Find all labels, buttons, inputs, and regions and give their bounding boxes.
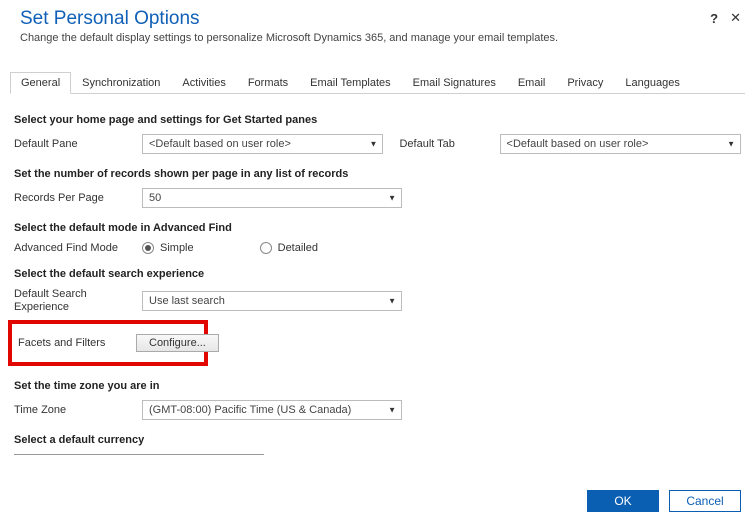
dialog-footer: OK Cancel	[587, 490, 741, 512]
select-default-tab-value: <Default based on user role>	[507, 138, 649, 150]
dialog-header: Set Personal Options Change the default …	[0, 0, 755, 52]
help-icon[interactable]: ?	[710, 11, 718, 26]
tab-email-templates[interactable]: Email Templates	[299, 72, 402, 93]
tab-languages[interactable]: Languages	[614, 72, 690, 93]
section-currency-title: Select a default currency	[14, 434, 741, 446]
tabs-bar: General Synchronization Activities Forma…	[10, 72, 745, 94]
section-records-title: Set the number of records shown per page…	[14, 168, 741, 180]
close-icon[interactable]: ✕	[730, 10, 741, 26]
label-search-exp: Default Search Experience	[14, 288, 134, 314]
section-advfind-title: Select the default mode in Advanced Find	[14, 222, 741, 234]
select-search-exp-value: Use last search	[149, 295, 225, 307]
tab-email[interactable]: Email	[507, 72, 557, 93]
select-default-pane[interactable]: <Default based on user role>	[142, 134, 383, 154]
row-facets: Facets and Filters Configure...	[18, 334, 198, 352]
radio-group-advfind: Simple Detailed	[142, 242, 378, 254]
tab-email-signatures[interactable]: Email Signatures	[402, 72, 507, 93]
configure-button[interactable]: Configure...	[136, 334, 219, 352]
select-records[interactable]: 50	[142, 188, 402, 208]
select-tz-value: (GMT-08:00) Pacific Time (US & Canada)	[149, 404, 351, 416]
label-default-tab: Default Tab	[399, 138, 491, 150]
radio-simple[interactable]	[142, 242, 154, 254]
label-records: Records Per Page	[14, 192, 134, 204]
tab-activities[interactable]: Activities	[171, 72, 236, 93]
section-search-title: Select the default search experience	[14, 268, 741, 280]
section-tz-title: Set the time zone you are in	[14, 380, 741, 392]
label-default-pane: Default Pane	[14, 138, 134, 150]
header-icons: ? ✕	[710, 10, 741, 26]
dialog-subtitle: Change the default display settings to p…	[20, 32, 735, 44]
row-records: Records Per Page 50	[14, 188, 741, 208]
label-tz: Time Zone	[14, 404, 134, 416]
radio-detailed-label: Detailed	[278, 242, 318, 254]
tab-formats[interactable]: Formats	[237, 72, 299, 93]
cancel-button[interactable]: Cancel	[669, 490, 741, 512]
tab-general[interactable]: General	[10, 72, 71, 94]
radio-detailed[interactable]	[260, 242, 272, 254]
select-default-pane-value: <Default based on user role>	[149, 138, 291, 150]
dialog-title: Set Personal Options	[20, 8, 735, 30]
select-default-tab[interactable]: <Default based on user role>	[500, 134, 741, 154]
label-advfind: Advanced Find Mode	[14, 242, 134, 254]
select-tz[interactable]: (GMT-08:00) Pacific Time (US & Canada)	[142, 400, 402, 420]
personal-options-dialog: Set Personal Options Change the default …	[0, 0, 755, 518]
row-advfind: Advanced Find Mode Simple Detailed	[14, 242, 741, 254]
select-search-exp[interactable]: Use last search	[142, 291, 402, 311]
select-records-value: 50	[149, 192, 161, 204]
tab-synchronization[interactable]: Synchronization	[71, 72, 171, 93]
row-tz: Time Zone (GMT-08:00) Pacific Time (US &…	[14, 400, 741, 420]
ok-button[interactable]: OK	[587, 490, 659, 512]
content-area: Select your home page and settings for G…	[0, 94, 755, 471]
tab-privacy[interactable]: Privacy	[556, 72, 614, 93]
row-search-exp: Default Search Experience Use last searc…	[14, 288, 741, 314]
radio-simple-label: Simple	[160, 242, 194, 254]
row-default-pane: Default Pane <Default based on user role…	[14, 134, 741, 154]
currency-separator	[14, 454, 264, 455]
label-facets: Facets and Filters	[18, 337, 130, 349]
section-homepage-title: Select your home page and settings for G…	[14, 114, 741, 126]
facets-highlight: Facets and Filters Configure...	[8, 320, 208, 366]
